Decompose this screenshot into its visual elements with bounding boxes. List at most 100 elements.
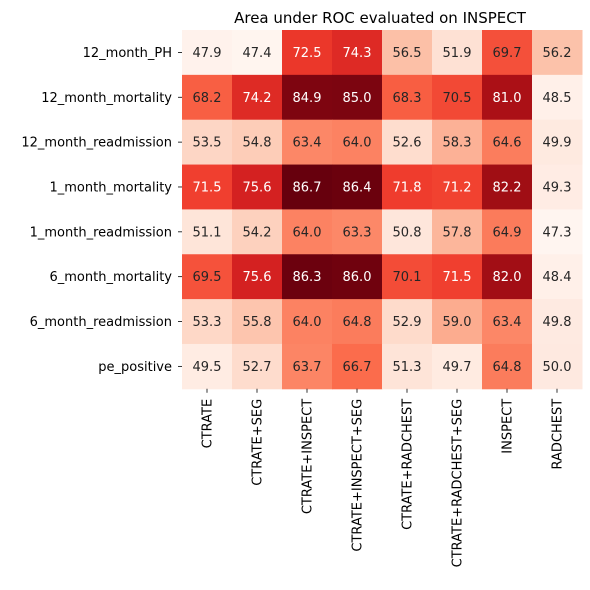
heatmap-cell <box>182 209 233 255</box>
cell-value-label: 74.2 <box>243 91 272 106</box>
cell-value-label: 47.3 <box>543 225 572 240</box>
cell-value-label: 49.8 <box>543 315 572 330</box>
x-tick-label: CTRATE+INSPECT <box>301 399 316 514</box>
cell-value-label: 58.3 <box>443 136 472 151</box>
cell-value-label: 82.0 <box>493 270 522 285</box>
cell-value-label: 48.4 <box>543 270 572 285</box>
cell-value-label: 70.1 <box>393 270 422 285</box>
y-tick-label: 12_month_mortality <box>41 91 172 106</box>
heatmap-cell <box>332 30 383 76</box>
cell-value-label: 49.3 <box>543 180 572 195</box>
cell-value-label: 52.7 <box>243 360 272 375</box>
cell-value-label: 64.8 <box>493 360 522 375</box>
heatmap-cell <box>332 209 383 255</box>
y-tick-label: 12_month_PH <box>83 46 172 61</box>
heatmap-cell <box>482 343 533 390</box>
cell-value-label: 50.8 <box>393 225 422 240</box>
cell-value-label: 54.8 <box>243 136 272 151</box>
heatmap-cell <box>432 119 483 166</box>
cell-value-label: 86.4 <box>343 180 372 195</box>
heatmap-cell <box>282 343 333 390</box>
heatmap-cell <box>332 254 383 300</box>
heatmap-cell <box>482 119 533 166</box>
cell-value-label: 53.3 <box>193 315 222 330</box>
cell-value-label: 48.5 <box>543 91 572 106</box>
heatmap-cell <box>232 343 283 390</box>
cell-value-label: 55.8 <box>243 315 272 330</box>
x-tick-label: CTRATE+RADCHEST+SEG <box>451 399 466 568</box>
cell-value-label: 63.3 <box>343 225 372 240</box>
cell-value-label: 68.3 <box>393 91 422 106</box>
heatmap-cell <box>182 299 233 345</box>
heatmap-cell <box>532 119 583 166</box>
cell-value-label: 86.0 <box>343 270 372 285</box>
heatmap-cell <box>182 254 233 300</box>
heatmap-cell <box>182 343 233 390</box>
heatmap-cell <box>232 164 283 210</box>
heatmap-cell <box>432 343 483 390</box>
cell-value-label: 81.0 <box>493 91 522 106</box>
heatmap-cell <box>382 299 433 345</box>
cell-value-label: 86.7 <box>293 180 322 195</box>
heatmap-cell <box>532 209 583 255</box>
chart-title: Area under ROC evaluated on INSPECT <box>234 9 527 27</box>
heatmap-cell <box>282 119 333 166</box>
cell-value-label: 49.7 <box>443 360 472 375</box>
heatmap-cell <box>232 119 283 166</box>
heatmap-cell <box>432 299 483 345</box>
cell-value-label: 85.0 <box>343 91 372 106</box>
cell-value-label: 64.9 <box>493 225 522 240</box>
x-tick-label: CTRATE <box>201 399 216 449</box>
y-tick-label: 6_month_readmission <box>30 315 172 330</box>
y-tick-label: 1_month_readmission <box>30 225 172 240</box>
cell-value-label: 63.4 <box>293 136 322 151</box>
heatmap-cell <box>182 119 233 166</box>
heatmap-cell <box>482 254 533 300</box>
heatmap-cell <box>482 164 533 210</box>
cell-value-label: 63.4 <box>493 315 522 330</box>
heatmap-cell <box>232 299 283 345</box>
heatmap-cell <box>382 119 433 166</box>
heatmap-cell <box>532 299 583 345</box>
y-tick-label: 1_month_mortality <box>49 180 172 195</box>
y-axis-ticks: 12_month_PH 12_month_mortality 12_month_re… <box>21 46 182 375</box>
cell-value-label: 71.8 <box>393 180 422 195</box>
cell-value-label: 64.0 <box>293 315 322 330</box>
cell-value-label: 47.4 <box>243 46 272 61</box>
heatmap-cell <box>532 164 583 210</box>
heatmap-cell <box>182 30 233 76</box>
cell-value-label: 56.2 <box>543 46 572 61</box>
heatmap-cell <box>382 30 433 76</box>
cell-value-label: 69.5 <box>193 270 222 285</box>
heatmap-cell <box>482 30 533 76</box>
cell-value-label: 70.5 <box>443 91 472 106</box>
cell-value-label: 66.7 <box>343 360 372 375</box>
heatmap-cell <box>432 164 483 210</box>
cell-value-label: 49.9 <box>543 136 572 151</box>
heatmap-cell <box>532 30 583 76</box>
heatmap-cell <box>332 164 383 210</box>
heatmap-cell <box>232 30 283 76</box>
heatmap-cell <box>282 74 333 121</box>
heatmap-cell <box>532 254 583 300</box>
heatmap-cell <box>482 74 533 121</box>
heatmap-cell <box>482 209 533 255</box>
cell-value-label: 69.7 <box>493 46 522 61</box>
cell-value-label: 57.8 <box>443 225 472 240</box>
heatmap-cell <box>432 254 483 300</box>
x-tick-label: INSPECT <box>501 399 516 454</box>
heatmap-cell <box>382 343 433 390</box>
heatmap-cell <box>532 343 583 390</box>
x-tick-label: CTRATE+INSPECT+SEG <box>351 399 366 552</box>
cell-value-label: 59.0 <box>443 315 472 330</box>
heatmap-cell <box>432 30 483 76</box>
heatmap-cell <box>332 74 383 121</box>
cell-value-label: 64.8 <box>343 315 372 330</box>
cell-value-label: 68.2 <box>193 91 222 106</box>
heatmap-cell <box>232 254 283 300</box>
cell-value-label: 51.3 <box>393 360 422 375</box>
cell-value-label: 63.7 <box>293 360 322 375</box>
heatmap-cell <box>432 74 483 121</box>
cell-value-label: 71.5 <box>443 270 472 285</box>
